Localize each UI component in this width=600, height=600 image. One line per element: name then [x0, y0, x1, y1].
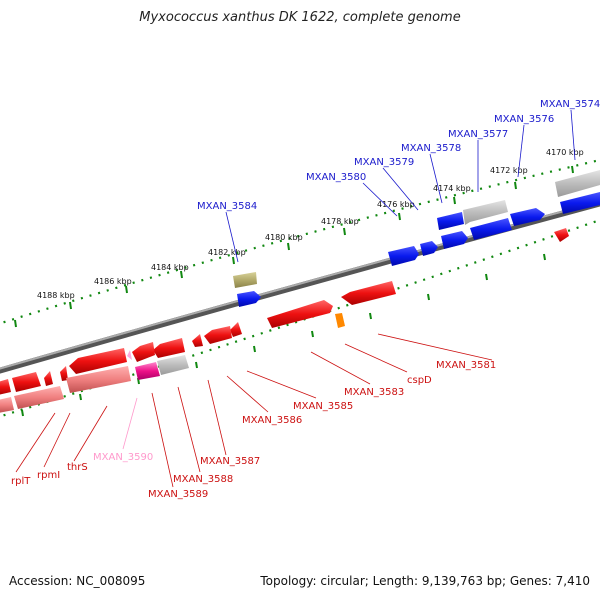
gene-MXAN_3589b[interactable] [157, 355, 189, 375]
accession-text: Accession: NC_008095 [9, 574, 146, 588]
label-forward: MXAN_3578 [401, 143, 461, 154]
tick-label: 4186 kbp [94, 277, 132, 286]
tick-label: 4184 kbp [151, 263, 189, 272]
gene-rpmI[interactable] [60, 366, 68, 381]
label-reverse: MXAN_3583 [344, 387, 404, 398]
genome-summary-text: Topology: circular; Length: 9,139,763 bp… [260, 574, 590, 588]
gene-MXAN_3580[interactable] [388, 246, 419, 266]
gene-rplT-b[interactable] [0, 379, 11, 395]
gene-thrS[interactable] [69, 348, 127, 374]
gene-pseudo-left[interactable] [14, 386, 64, 409]
label-reverse: thrS [67, 462, 88, 473]
forward-genes [233, 170, 600, 307]
gene-MXAN_3580a[interactable] [420, 241, 438, 256]
label-forward: MXAN_3577 [448, 129, 508, 140]
gene-pseudo[interactable] [555, 170, 600, 197]
label-forward: MXAN_3574 [540, 99, 600, 110]
tick-label: 4188 kbp [37, 291, 75, 300]
inner-major-ticks [21, 253, 546, 417]
gene-MXAN_3584a[interactable] [233, 272, 257, 288]
label-reverse: MXAN_3586 [242, 415, 302, 426]
gene-MXAN_3583[interactable] [335, 313, 345, 328]
gene-pseudo-left-b[interactable] [0, 397, 14, 413]
gene-MXAN_3576[interactable] [463, 200, 508, 225]
gene-rpmI-b[interactable] [44, 371, 53, 386]
label-reverse: MXAN_3588 [173, 474, 233, 485]
label-reverse: MXAN_3581 [436, 360, 496, 371]
label-reverse: MXAN_3589 [148, 489, 208, 500]
gene-MXAN_3584[interactable] [237, 291, 261, 307]
gene-MXAN_3577[interactable] [470, 218, 512, 240]
gene-MXAN_3590[interactable] [127, 350, 132, 360]
label-reverse: MXAN_3590 [93, 452, 153, 463]
genome-backbone [0, 200, 600, 374]
map-title: Myxococcus xanthus DK 1622, complete gen… [139, 10, 461, 25]
gene-MXAN_3576b[interactable] [510, 208, 545, 226]
gene-rplT[interactable] [12, 372, 41, 392]
label-forward: MXAN_3584 [197, 201, 257, 212]
gene-MXAN_3588[interactable] [153, 338, 185, 358]
gene-MXAN_3585[interactable] [267, 300, 333, 328]
reverse-leaders [15, 333, 493, 488]
label-forward: MXAN_3579 [354, 157, 414, 168]
tick-label: 4174 kbp [433, 184, 471, 193]
gene-cspD[interactable] [341, 281, 396, 305]
gene-MXAN_3586[interactable] [204, 326, 232, 344]
gene-MXAN_3588b[interactable] [132, 342, 155, 362]
tick-label: 4176 kbp [377, 200, 415, 209]
tick-label: 4178 kbp [321, 217, 359, 226]
gene-MXAN_3587[interactable] [192, 334, 203, 347]
gene-MXAN_3578[interactable] [437, 212, 464, 230]
label-reverse: MXAN_3585 [293, 401, 353, 412]
tick-label: 4172 kbp [490, 166, 528, 175]
tick-label: 4170 kbp [546, 148, 584, 157]
label-reverse: rpmI [37, 470, 60, 481]
label-reverse: cspD [407, 375, 432, 386]
gene-thrS-pseudo[interactable] [66, 366, 131, 393]
gene-MXAN_3589[interactable] [135, 362, 160, 380]
tick-label: 4182 kbp [208, 248, 246, 257]
gene-MXAN_3586a[interactable] [230, 322, 242, 337]
tick-label: 4180 kbp [265, 233, 303, 242]
forward-leaders [225, 109, 576, 263]
gene-MXAN_3574[interactable] [560, 192, 600, 214]
outer-tick-ring [0, 158, 600, 325]
label-forward: MXAN_3576 [494, 114, 554, 125]
leader-MXAN_3590 [122, 397, 138, 450]
label-reverse: rplT [11, 476, 31, 487]
label-forward: MXAN_3580 [306, 172, 366, 183]
reverse-genes [0, 228, 569, 413]
gene-MXAN_3579[interactable] [441, 231, 468, 249]
gene-MXAN_3581[interactable] [554, 228, 569, 242]
label-reverse: MXAN_3587 [200, 456, 260, 467]
major-ticks [14, 165, 574, 328]
